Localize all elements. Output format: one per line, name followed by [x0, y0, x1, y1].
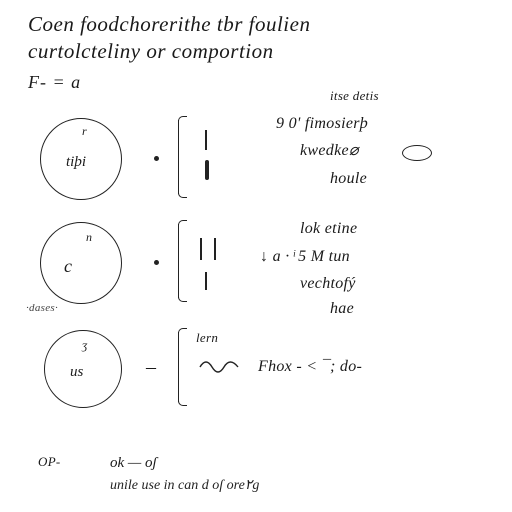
circle-1-sup: r: [82, 124, 87, 139]
right-label-d: houle: [330, 170, 367, 188]
right-label-b: 9 0' fiтosierþ: [276, 115, 368, 133]
title: Coen foodchorerithe tbr foulien curtolct…: [28, 12, 484, 64]
right-label-f: ↓ a · ͥ 5 M tun: [260, 248, 350, 266]
footer-b: unile use in can d oſ ore٢g: [110, 477, 259, 494]
circle-3-label: us: [70, 364, 83, 381]
circle-2-label: c: [64, 256, 72, 277]
bracket-3: [178, 332, 179, 402]
title-line-1: Coen foodchorerithe tbr foulien: [28, 12, 484, 37]
circle-2-sub: ·dases·: [26, 302, 58, 314]
op-label: OP-: [38, 454, 61, 470]
dot-2: [154, 260, 159, 265]
between-label: lern: [196, 330, 218, 346]
squiggle-icon: [198, 355, 242, 377]
right-label-g: vechtofý: [300, 275, 356, 293]
tick-2b: [214, 238, 216, 260]
right-label-h: hae: [330, 300, 354, 318]
handwritten-diagram: Coen foodchorerithe tbr foulien curtolct…: [0, 0, 512, 512]
circle-3: us ʒ: [44, 330, 122, 408]
circle-3-sup: ʒ: [82, 338, 87, 353]
dot-1: [154, 156, 159, 161]
circle-2-sup: n: [86, 230, 92, 245]
bracket-1: [178, 120, 179, 194]
glyph-1: [205, 160, 209, 180]
footer-a: ok — oʃ: [110, 455, 157, 472]
tick-2c: [205, 272, 207, 290]
circle-1: tiþi r: [40, 118, 122, 200]
dash-3: –: [146, 356, 156, 379]
tick-1: [205, 130, 207, 150]
right-label-c: kwedke⌀: [300, 140, 359, 160]
right-label-i: Fhox - < ¯; do-: [258, 358, 362, 376]
tick-2a: [200, 238, 202, 260]
circle-1-label: tiþi: [66, 154, 86, 171]
oval-icon: [402, 145, 432, 161]
equation: F- = a: [28, 72, 81, 93]
right-label-a: itse detis: [330, 88, 379, 104]
bracket-2: [178, 224, 179, 298]
title-line-2: curtolcteliny or comportion: [28, 39, 484, 64]
circle-2: c n: [40, 222, 122, 304]
right-label-e: lok etine: [300, 220, 357, 238]
